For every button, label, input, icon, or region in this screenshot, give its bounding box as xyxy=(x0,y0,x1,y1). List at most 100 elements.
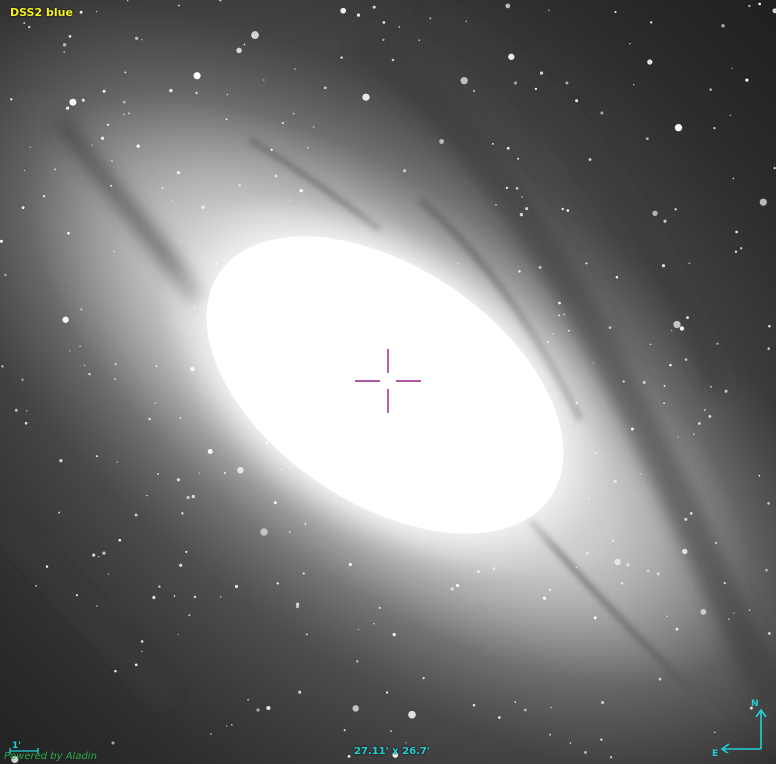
star xyxy=(247,698,250,701)
star xyxy=(122,100,126,104)
star xyxy=(275,306,279,311)
star xyxy=(374,347,382,354)
star xyxy=(508,53,515,60)
star xyxy=(11,755,19,764)
star xyxy=(652,210,658,216)
star xyxy=(312,126,315,128)
star xyxy=(232,372,235,374)
star xyxy=(141,38,143,41)
star xyxy=(225,118,228,121)
star xyxy=(238,184,241,187)
star xyxy=(713,126,716,130)
star xyxy=(207,449,213,454)
star xyxy=(382,38,385,41)
star xyxy=(225,725,228,727)
star xyxy=(450,587,454,591)
star xyxy=(615,275,619,279)
star xyxy=(515,187,519,190)
star xyxy=(729,114,732,117)
star xyxy=(548,9,550,12)
star xyxy=(68,35,72,38)
star xyxy=(708,415,712,418)
star xyxy=(295,605,300,609)
star xyxy=(81,98,85,102)
star xyxy=(588,158,592,161)
star xyxy=(542,596,547,600)
star xyxy=(323,86,327,90)
star xyxy=(294,68,296,70)
star xyxy=(269,263,277,272)
star xyxy=(193,595,197,599)
star xyxy=(548,588,552,592)
star xyxy=(745,78,749,82)
star xyxy=(95,455,99,458)
star xyxy=(748,4,751,8)
star xyxy=(524,414,526,417)
star xyxy=(374,448,376,450)
star xyxy=(135,36,139,40)
star xyxy=(464,334,468,337)
star xyxy=(378,606,381,610)
star xyxy=(492,567,496,571)
star xyxy=(234,584,239,589)
star xyxy=(389,730,392,733)
star xyxy=(318,237,322,240)
star xyxy=(114,363,117,366)
star xyxy=(231,724,233,726)
star xyxy=(98,555,100,558)
star xyxy=(210,733,212,735)
star xyxy=(732,177,735,180)
star xyxy=(178,4,180,7)
star xyxy=(181,512,184,515)
star xyxy=(538,265,542,269)
star xyxy=(525,207,529,211)
star xyxy=(123,113,125,116)
star xyxy=(347,302,351,307)
star xyxy=(4,273,7,276)
star xyxy=(270,148,273,151)
star xyxy=(158,585,161,588)
star xyxy=(324,236,327,239)
star xyxy=(611,539,615,542)
star xyxy=(594,452,597,455)
star xyxy=(75,594,78,597)
compass-east-label: E xyxy=(712,749,719,759)
star xyxy=(176,171,181,175)
star xyxy=(107,123,110,126)
star xyxy=(415,417,419,421)
star xyxy=(420,421,424,425)
star xyxy=(296,602,300,606)
star xyxy=(387,481,391,485)
star xyxy=(340,7,347,14)
star xyxy=(463,376,466,379)
star xyxy=(629,42,631,45)
star xyxy=(534,87,538,91)
star xyxy=(689,511,693,515)
star xyxy=(305,633,308,636)
star xyxy=(272,243,276,247)
star xyxy=(521,196,523,199)
star xyxy=(400,405,404,409)
star xyxy=(768,632,771,635)
star xyxy=(386,691,389,694)
star xyxy=(404,442,407,445)
star xyxy=(80,308,83,311)
star xyxy=(54,168,57,171)
star xyxy=(191,494,195,499)
star xyxy=(302,572,305,575)
star xyxy=(546,341,549,344)
star xyxy=(186,495,190,500)
star xyxy=(271,263,275,267)
star xyxy=(58,511,61,514)
star xyxy=(642,380,646,384)
star xyxy=(193,306,196,309)
star xyxy=(180,240,182,242)
star xyxy=(558,314,561,317)
star xyxy=(593,616,597,620)
star xyxy=(609,756,613,759)
star xyxy=(292,112,295,115)
star xyxy=(280,468,283,471)
star xyxy=(177,633,179,636)
